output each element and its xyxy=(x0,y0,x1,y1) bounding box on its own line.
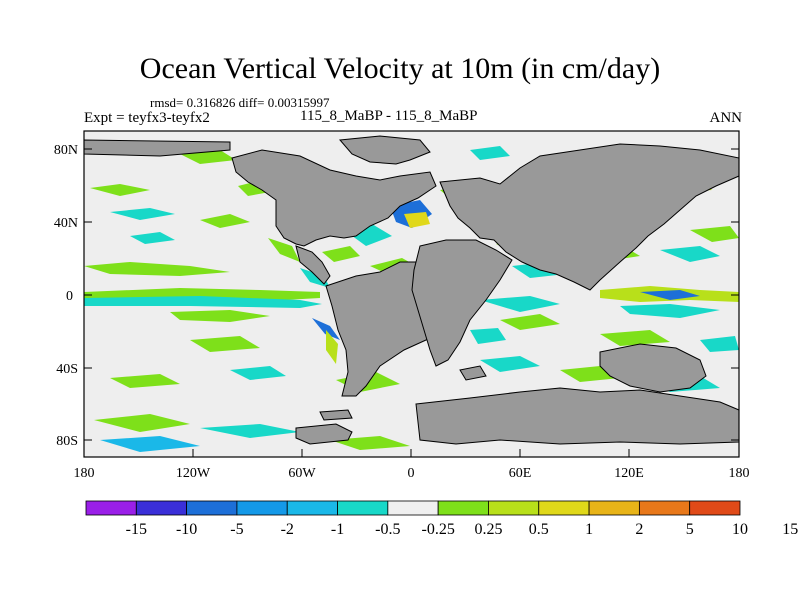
x-tick-label: 60E xyxy=(509,466,532,481)
y-tick-label: 80N xyxy=(54,143,78,158)
patch xyxy=(660,246,720,262)
patch xyxy=(110,208,175,220)
patch xyxy=(640,290,700,300)
x-tick-labels: 180 120W 60W 0 60E 120E 180 xyxy=(74,466,750,481)
colorbar-swatch xyxy=(85,500,137,516)
patch xyxy=(84,296,322,308)
colorbar-swatch xyxy=(286,500,338,516)
colorbar-swatch xyxy=(638,500,691,516)
patch xyxy=(404,212,430,228)
patch xyxy=(84,262,230,276)
patch xyxy=(200,424,300,438)
plot-title: Ocean Vertical Velocity at 10m (in cm/da… xyxy=(139,52,661,85)
colorbar-label: 15 xyxy=(782,521,798,538)
colorbar-swatch xyxy=(135,500,188,516)
patch xyxy=(700,336,739,352)
y-tick-label: 0 xyxy=(66,289,73,304)
colorbar-swatch xyxy=(387,500,439,516)
colorbar-label: 5 xyxy=(686,521,694,538)
patch xyxy=(480,356,540,372)
colorbar-label: -5 xyxy=(230,521,243,538)
patch xyxy=(110,374,180,388)
patch xyxy=(190,336,260,352)
patch xyxy=(326,330,338,364)
x-tick-label: 120W xyxy=(176,466,211,481)
x-tick-label: 0 xyxy=(408,466,415,481)
season-label: ANN xyxy=(709,110,743,126)
patch xyxy=(330,436,410,450)
x-tick-label: 180 xyxy=(729,466,750,481)
land-antarctic-peninsula xyxy=(295,423,353,445)
x-tick-label: 120E xyxy=(614,466,644,481)
land-small-island xyxy=(319,409,353,421)
land-australia xyxy=(599,343,707,393)
land-greenland xyxy=(338,135,431,165)
stats-text: rmsd= 0.316826 diff= 0.00315997 xyxy=(150,95,330,110)
patch xyxy=(90,184,150,196)
colorbar-swatch xyxy=(538,500,590,516)
patch xyxy=(130,232,175,244)
patch xyxy=(312,318,340,340)
colorbar-swatch xyxy=(337,500,389,516)
case-label: 115_8_MaBP - 115_8_MaBP xyxy=(300,108,478,124)
colorbar-swatch xyxy=(437,500,489,516)
patch xyxy=(200,214,250,228)
land-africa xyxy=(411,239,513,367)
patch xyxy=(322,246,360,262)
colorbar-label: 2 xyxy=(635,521,643,538)
patch xyxy=(620,304,720,318)
patch xyxy=(470,328,506,344)
colorbar-label: 10 xyxy=(732,521,748,538)
x-tick-label: 180 xyxy=(74,466,95,481)
patch xyxy=(230,366,286,380)
x-tick-label: 60W xyxy=(288,466,316,481)
colorbar-label: -15 xyxy=(126,521,147,538)
colorbar-labels: -15 -10 -5 -2 -1 -0.5 -0.25 0.25 0.5 1 2 5 10 15 xyxy=(126,521,799,538)
patch xyxy=(480,296,560,312)
land-masses xyxy=(83,135,740,445)
colorbar-swatch xyxy=(588,500,640,516)
x-axis xyxy=(192,449,630,457)
patch xyxy=(94,414,190,432)
colorbar-swatch xyxy=(186,500,238,516)
colorbar-label: -0.25 xyxy=(421,521,454,538)
y-tick-label: 40N xyxy=(54,216,78,231)
y-tick-label: 40S xyxy=(56,362,78,377)
colorbar-label: 1 xyxy=(585,521,593,538)
patch xyxy=(268,238,300,262)
colorbar-swatch xyxy=(689,500,741,516)
land-eurasia xyxy=(439,143,740,291)
patch xyxy=(170,310,270,322)
land-central-america xyxy=(295,245,331,285)
colorbar-label: 0.5 xyxy=(529,521,549,538)
patch xyxy=(690,226,739,242)
colorbar-label: -1 xyxy=(331,521,344,538)
patch xyxy=(500,314,560,330)
experiment-label: Expt = teyfx3-teyfx2 xyxy=(84,110,210,126)
colorbar-label: -10 xyxy=(176,521,197,538)
map-panel xyxy=(83,130,740,458)
land-small-island-2 xyxy=(459,365,487,381)
colorbar-swatch xyxy=(236,500,288,516)
colorbar-label: -0.5 xyxy=(375,521,400,538)
colorbar-swatch xyxy=(488,500,540,516)
patch xyxy=(100,436,200,452)
y-axis xyxy=(84,148,739,441)
y-tick-labels: 80N 40N 0 40S 80S xyxy=(54,143,78,449)
colorbar-label: 0.25 xyxy=(474,521,502,538)
y-tick-label: 80S xyxy=(56,434,78,449)
patch xyxy=(470,146,510,160)
colorbar xyxy=(85,500,741,516)
patch xyxy=(600,330,670,346)
colorbar-label: -2 xyxy=(281,521,294,538)
land-north-america xyxy=(231,149,437,247)
